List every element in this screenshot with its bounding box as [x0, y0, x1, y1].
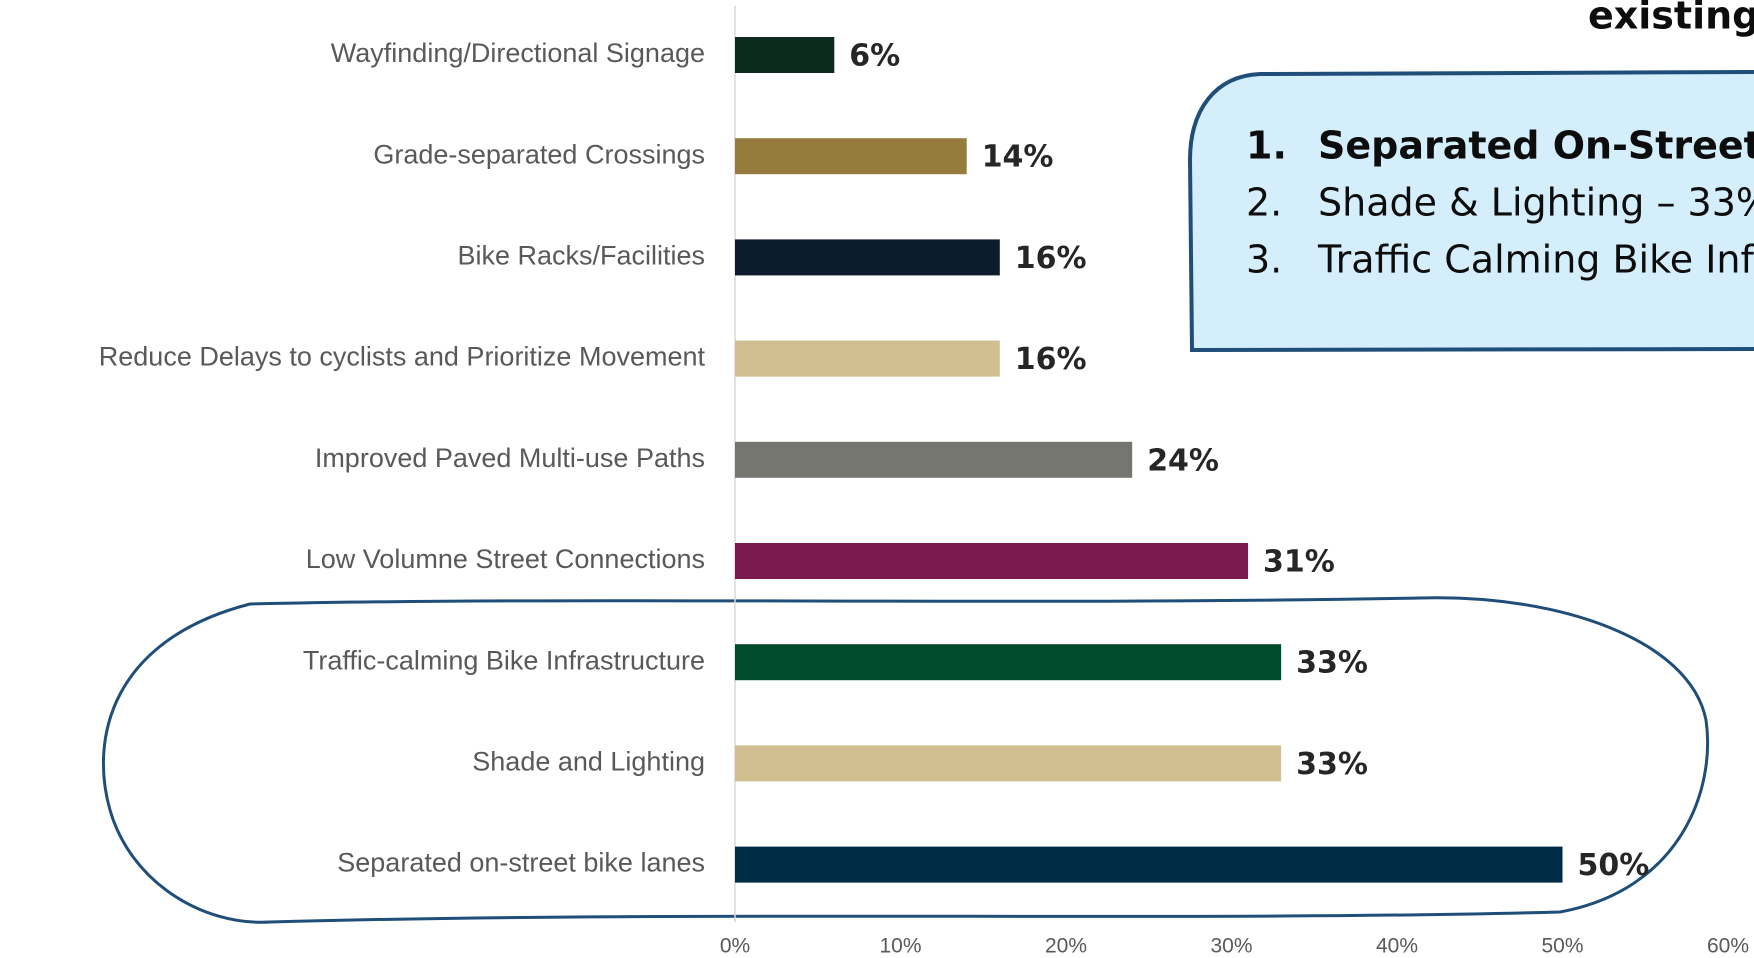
category-label: Low Volumne Street Connections [306, 544, 705, 574]
value-label: 14% [982, 140, 1054, 175]
value-label: 33% [1296, 747, 1368, 782]
bar [735, 340, 1000, 377]
x-tick-label: 0% [720, 935, 750, 958]
bar [735, 644, 1282, 681]
category-label: Separated on-street bike lanes [337, 848, 705, 878]
value-label: 16% [1015, 342, 1087, 377]
value-label: 31% [1263, 545, 1335, 580]
value-label: 6% [849, 39, 900, 74]
x-tick-label: 20% [1045, 935, 1087, 958]
list-marker: 1. [1246, 124, 1287, 168]
list-marker: 2. [1246, 181, 1282, 225]
category-label: Wayfinding/Directional Signage [331, 38, 705, 68]
callout-box [1187, 70, 1754, 353]
x-tick-label: 50% [1541, 935, 1583, 958]
bar [735, 37, 835, 73]
list-marker: 3. [1246, 238, 1282, 282]
x-tick-label: 10% [879, 935, 921, 958]
value-label: 24% [1147, 443, 1219, 478]
bar [735, 138, 967, 175]
bar [735, 745, 1282, 782]
list-item: Traffic Calming Bike Inf [1317, 238, 1754, 282]
bar [735, 441, 1133, 478]
category-label: Grade-separated Crossings [373, 139, 705, 169]
bar [735, 543, 1249, 579]
value-label: 33% [1296, 646, 1368, 681]
category-label: Shade and Lighting [472, 747, 705, 777]
x-tick-label: 40% [1376, 935, 1418, 958]
category-label: Improved Paved Multi-use Paths [315, 443, 705, 473]
highlight-outline [101, 596, 1710, 924]
category-label: Reduce Delays to cyclists and Prioritize… [99, 342, 706, 372]
x-tick-label: 30% [1210, 935, 1252, 958]
x-tick-label: 60% [1707, 935, 1749, 958]
list-item: Separated On-Street B [1318, 124, 1754, 168]
category-label: Bike Racks/Facilities [457, 241, 705, 271]
value-label: 16% [1015, 241, 1087, 276]
list-item: Shade & Lighting – 33% [1318, 181, 1754, 225]
value-label: 50% [1578, 848, 1650, 883]
bar [735, 846, 1563, 883]
callout-heading: existing [1588, 0, 1754, 38]
category-label: Traffic-calming Bike Infrastructure [303, 645, 705, 675]
bar [735, 239, 1000, 276]
